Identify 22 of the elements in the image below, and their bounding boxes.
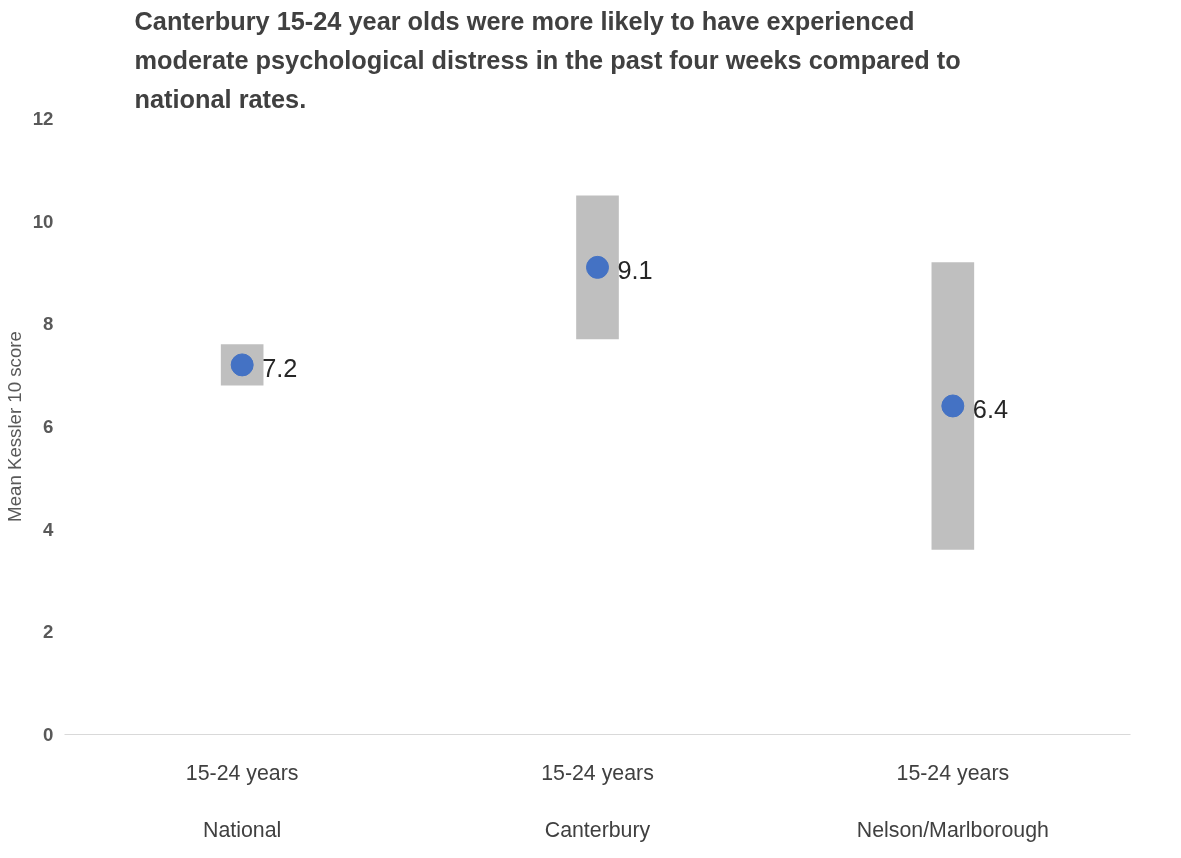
text: Nelson/Marlborough [856,818,1049,843]
data-label: 6.4 [972,394,1009,423]
data-label: 9.1 [617,256,653,285]
y-tick-label: 8 [43,313,54,335]
x-tick-label: 15-24 years [896,760,1010,785]
y-tick-label: 12 [32,108,54,129]
data-label: 7.2 [262,353,298,382]
x-tick-label: 15-24 years [541,760,654,785]
chart-title: Canterbury 15-24 year olds were more likely to have experienced moderate psychological distress in the past four weeks compared to national rates. [134,7,961,114]
y-tick-label: 2 [43,621,54,643]
text: Canterbury [544,818,651,843]
x-tick-label: 15-24 years [185,760,299,785]
y-tick-label: 10 [32,210,54,232]
y-axis-title: Mean Kessler 10 score [3,331,25,522]
point [586,255,609,279]
y-tick-label: 0 [43,724,54,745]
point [941,394,965,418]
y-tick-label: 4 [43,518,55,540]
bar [931,262,975,550]
bar [576,195,619,340]
y-tick-label: 6 [43,416,54,437]
text: National [203,818,282,843]
